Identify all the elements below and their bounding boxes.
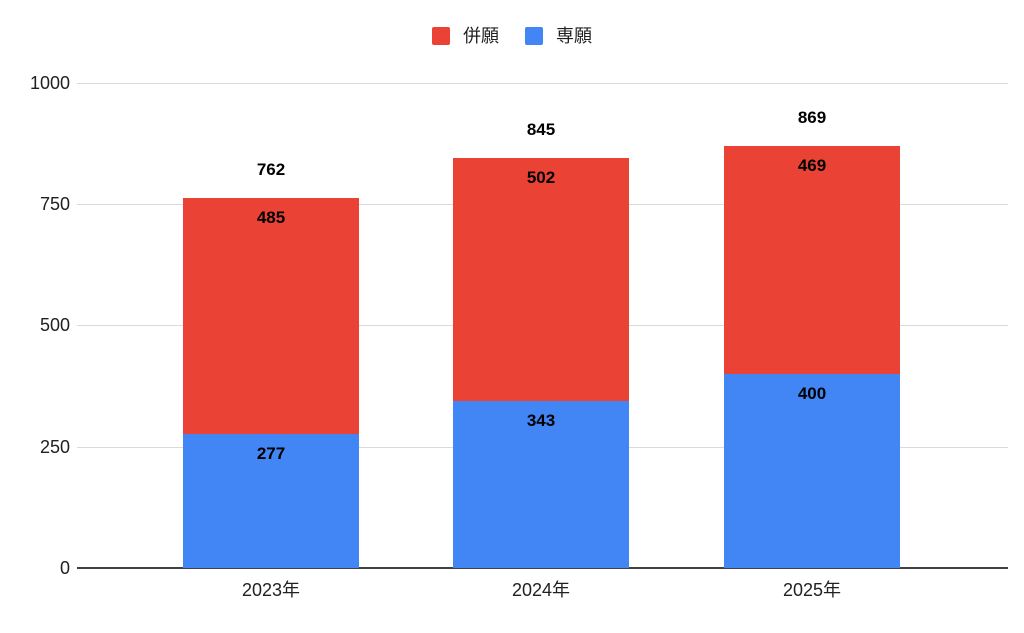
legend-item: 併願 (432, 26, 499, 46)
x-axis-line (77, 567, 1008, 569)
y-axis-tick-label: 750 (39, 193, 70, 214)
y-axis-tick-label: 250 (39, 436, 70, 457)
bar-total-label: 845 (526, 119, 556, 139)
bar-segment-heigan (724, 146, 900, 374)
legend-label: 併願 (463, 26, 499, 46)
gridline (77, 82, 1008, 84)
y-axis-tick-label: 1000 (29, 72, 70, 93)
y-axis-tick-label: 500 (39, 315, 70, 336)
bar-segment-heigan (183, 198, 359, 434)
segment-value-label: 502 (526, 167, 556, 187)
bar-segment-heigan (453, 157, 629, 402)
x-axis-category-label: 2023年 (241, 580, 301, 600)
bar-segment-sengan (453, 401, 629, 568)
legend-item: 専願 (525, 26, 592, 46)
bar-total-label: 762 (256, 160, 286, 180)
segment-value-label: 277 (256, 443, 286, 463)
segment-value-label: 469 (797, 156, 827, 176)
y-axis-tick-label: 0 (59, 558, 70, 578)
segment-value-label: 400 (797, 383, 827, 403)
chart-legend: 併願 専願 (0, 26, 1024, 46)
legend-label: 専願 (556, 26, 592, 46)
bar-segment-sengan (183, 433, 359, 568)
legend-swatch-icon (525, 27, 543, 45)
x-axis-category-label: 2025年 (782, 580, 842, 600)
segment-value-label: 485 (256, 208, 286, 228)
x-axis-category-label: 2024年 (511, 580, 571, 600)
bar-total-label: 869 (797, 108, 827, 128)
segment-value-label: 343 (526, 411, 556, 431)
bar-segment-sengan (724, 373, 900, 568)
legend-swatch-icon (432, 27, 450, 45)
